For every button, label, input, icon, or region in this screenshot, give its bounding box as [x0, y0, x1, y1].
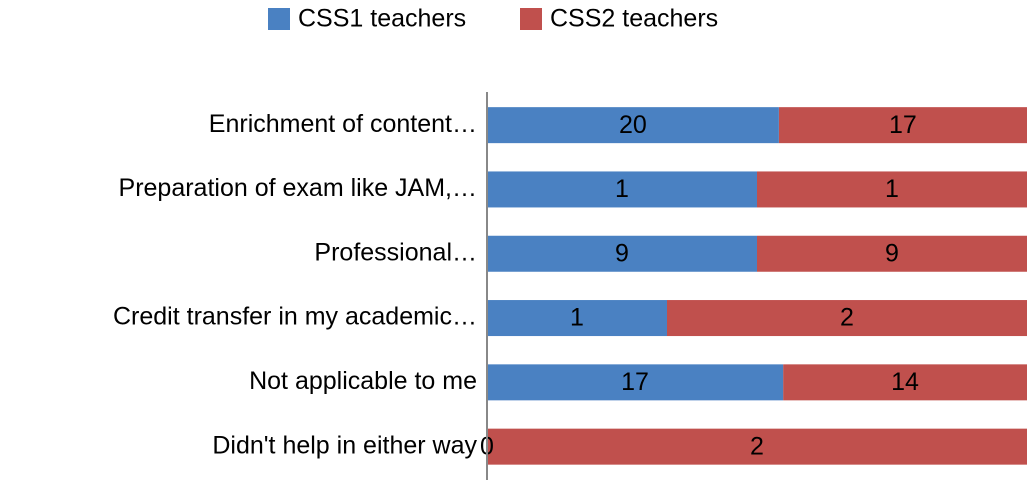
category-label: Preparation of exam like JAM,… [119, 174, 477, 202]
bar-segment [757, 235, 1027, 272]
category-label: Professional… [314, 238, 477, 266]
data-label: 9 [885, 239, 899, 267]
category-label: Didn't help in either way [212, 431, 477, 459]
bar-segment [487, 300, 667, 337]
legend-label: CSS1 teachers [298, 5, 466, 33]
data-label: 20 [619, 111, 647, 139]
bar-segment [487, 364, 784, 401]
data-label: 2 [840, 304, 854, 332]
category-label: Enrichment of content… [209, 110, 477, 138]
data-label: 1 [615, 175, 629, 203]
bar-segment [487, 235, 757, 272]
legend-label: CSS2 teachers [550, 5, 718, 33]
data-label: 17 [621, 368, 649, 396]
data-label: 1 [570, 304, 584, 332]
category-label: Credit transfer in my academic… [113, 303, 477, 331]
bar-segment [778, 107, 1027, 144]
legend-swatch [268, 8, 290, 30]
data-label: 14 [891, 368, 919, 396]
bar-segment [757, 171, 1027, 208]
bar-segment [667, 300, 1027, 337]
legend-swatch [520, 8, 542, 30]
bar-segment [783, 364, 1027, 401]
data-label: 17 [889, 111, 917, 139]
data-label: 1 [885, 175, 899, 203]
bar-segment [487, 428, 1027, 465]
category-label: Not applicable to me [249, 367, 477, 395]
data-label: 2 [750, 432, 764, 460]
bar-segment [487, 171, 757, 208]
data-label: 9 [615, 239, 629, 267]
bar-segment [487, 107, 779, 144]
